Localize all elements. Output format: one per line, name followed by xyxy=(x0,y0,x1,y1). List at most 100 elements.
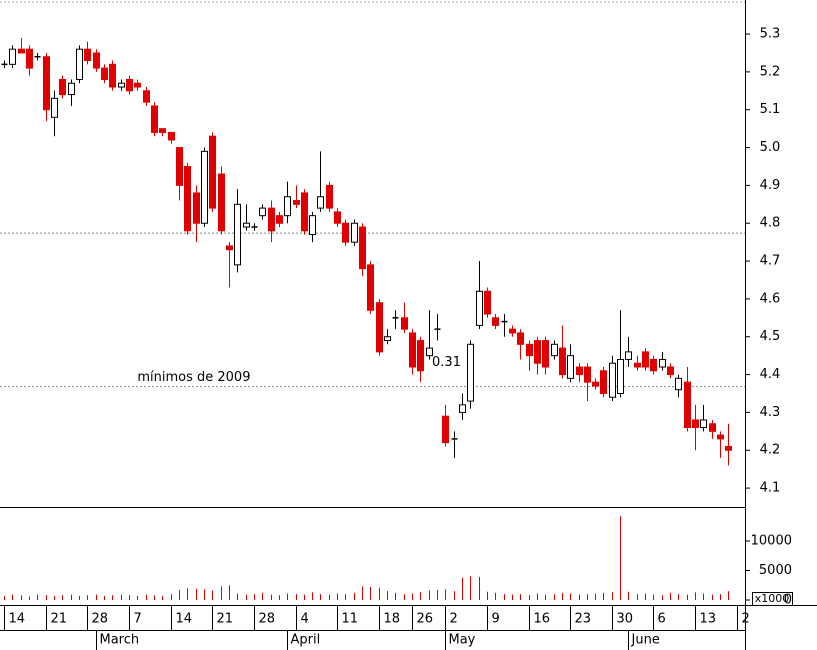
candle-body xyxy=(576,366,583,376)
candle-body xyxy=(168,131,175,141)
candle-body xyxy=(659,358,666,368)
y-tick-label: 4.6 xyxy=(760,291,781,306)
candle-body xyxy=(342,222,349,243)
candle-body xyxy=(126,78,133,92)
candle-body xyxy=(334,211,341,224)
month-label: June xyxy=(631,633,660,648)
candle-body xyxy=(226,245,233,251)
candle-body xyxy=(700,419,707,429)
candle-body xyxy=(509,328,516,334)
candle-body xyxy=(617,358,624,394)
candle-body xyxy=(218,173,225,232)
x-tick-label: 26 xyxy=(417,612,434,627)
candle-body xyxy=(59,78,66,96)
x-tick-label: 21 xyxy=(51,612,68,627)
candle-body xyxy=(600,370,607,394)
candle-body xyxy=(68,82,75,96)
x-tick-label: 18 xyxy=(384,612,401,627)
candle-body xyxy=(476,290,483,326)
x-tick-label: 4 xyxy=(301,612,309,627)
candle-body xyxy=(76,48,83,80)
candle-body xyxy=(650,358,657,372)
candle-body xyxy=(642,351,649,368)
candle-body xyxy=(51,97,58,118)
volume-tick-label: 5000 xyxy=(759,563,792,578)
x-tick-label: 28 xyxy=(259,612,276,627)
candle-body xyxy=(351,222,358,243)
x-tick-label: 11 xyxy=(342,612,359,627)
y-tick-label: 4.5 xyxy=(760,329,781,344)
candle-body xyxy=(409,332,416,368)
candle-body xyxy=(26,48,33,69)
y-tick-label: 5.3 xyxy=(760,27,781,42)
candle-body xyxy=(517,332,524,345)
candle-body xyxy=(542,340,549,368)
month-label: April xyxy=(291,633,321,648)
candle-body xyxy=(284,196,291,217)
x-tick-label: 13 xyxy=(700,612,717,627)
y-tick-label: 4.2 xyxy=(760,443,781,458)
candle-body xyxy=(301,192,308,232)
candle-body xyxy=(101,67,108,80)
y-tick-label: 4.7 xyxy=(760,254,781,269)
x-tick-label: 2 xyxy=(742,612,750,627)
candle-body xyxy=(209,135,216,209)
candle-body xyxy=(442,415,449,444)
candle-body xyxy=(159,128,166,133)
annotation: 0.31 xyxy=(432,355,461,370)
candle-body xyxy=(143,90,150,103)
candle-body xyxy=(184,165,191,232)
candle-body xyxy=(534,340,541,364)
x-tick-label: 7 xyxy=(134,612,142,627)
candle-body xyxy=(9,48,16,65)
y-tick-label: 5.0 xyxy=(760,140,781,155)
month-label: May xyxy=(449,633,476,648)
candle-body xyxy=(317,196,324,209)
x-tick-label: 23 xyxy=(575,612,592,627)
candle-body xyxy=(401,317,408,330)
candle-body xyxy=(84,48,91,62)
candle-body xyxy=(717,434,724,440)
candle-body xyxy=(268,207,275,232)
month-label: March xyxy=(100,633,140,648)
y-tick-label: 5.2 xyxy=(760,64,781,79)
candle-body xyxy=(467,343,474,402)
candle-body xyxy=(359,226,366,270)
candle-body xyxy=(276,215,283,224)
volume-tick-label: 0 xyxy=(784,592,792,607)
candle-body xyxy=(367,264,374,311)
candle-body xyxy=(309,215,316,236)
candle-body xyxy=(725,445,732,451)
x-tick-label: 14 xyxy=(176,612,193,627)
y-tick-label: 4.3 xyxy=(760,405,781,420)
candle-body xyxy=(176,147,183,186)
x-tick-label: 14 xyxy=(9,612,26,627)
candle-body xyxy=(151,105,158,133)
candle-body xyxy=(259,207,266,217)
candle-body xyxy=(43,56,50,111)
candle-body xyxy=(384,336,391,342)
candle-body xyxy=(634,362,641,368)
y-tick-label: 4.4 xyxy=(760,367,781,382)
candle-body xyxy=(118,82,125,88)
annotation: mínimos de 2009 xyxy=(137,370,250,385)
x-tick-label: 2 xyxy=(450,612,458,627)
candle-body xyxy=(692,419,699,429)
candle-body xyxy=(684,381,691,429)
candle-body xyxy=(625,351,632,360)
candle-body xyxy=(426,347,433,357)
candle-body xyxy=(551,343,558,357)
candle-body xyxy=(376,302,383,353)
y-tick-label: 4.1 xyxy=(760,481,781,496)
candle-body xyxy=(709,423,716,432)
unit-box xyxy=(752,592,793,606)
y-tick-label: 5.1 xyxy=(760,102,781,117)
x-tick-label: 21 xyxy=(217,612,234,627)
candle-body xyxy=(567,355,574,379)
candle-body xyxy=(584,366,591,383)
x-tick-label: 30 xyxy=(617,612,634,627)
volume-tick-label: 10000 xyxy=(751,534,792,549)
y-tick-label: 4.8 xyxy=(760,216,781,231)
candle-body xyxy=(592,381,599,387)
candle-body xyxy=(459,404,466,413)
